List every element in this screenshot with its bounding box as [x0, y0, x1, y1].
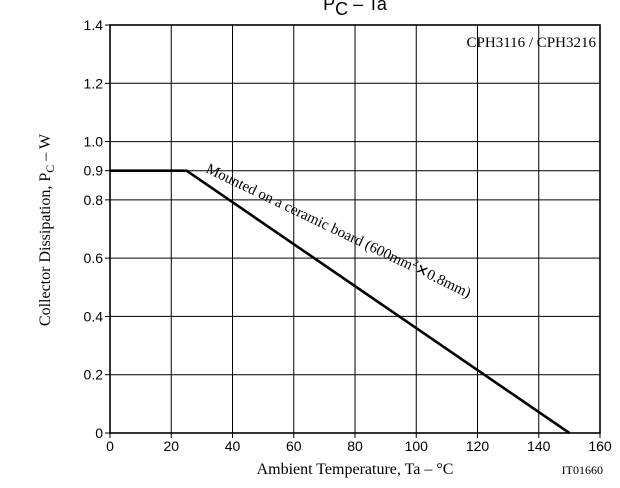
x-tick-label: 100 [405, 438, 429, 454]
y-tick-label: 0.8 [84, 192, 104, 208]
y-tick-label: 1.0 [84, 134, 104, 150]
x-tick-label: 80 [347, 438, 363, 454]
y-tick-label: 0.2 [84, 367, 104, 383]
axis-ticks [105, 24, 601, 438]
y-tick-label: 1.4 [84, 17, 104, 33]
y-tick-label: 0.6 [84, 250, 104, 266]
series-lines [110, 169, 571, 435]
series-annotation: Mounted on a ceramic board (600mm2✕0.8mm… [203, 159, 474, 301]
x-axis-label: Ambient Temperature, Ta – °C [257, 461, 454, 478]
x-tick-label: 140 [527, 438, 551, 454]
grid-lines [110, 25, 600, 433]
y-tick-label: 0.4 [84, 308, 104, 324]
y-axis-label: Collector Dissipation, PC – W [37, 133, 57, 326]
y-tick-labels: 0 0.2 0.4 0.6 0.8 0.9 1.0 1.2 1.4 [84, 17, 104, 441]
x-tick-label: 60 [286, 438, 302, 454]
chart-title: PC – Ta [323, 0, 388, 19]
y-tick-label: 1.2 [84, 75, 104, 91]
part-number-label: CPH3116 / CPH3216 [467, 35, 597, 51]
x-tick-label: 20 [163, 438, 179, 454]
y-tick-label: 0 [95, 425, 103, 441]
y-tick-label: 0.9 [84, 163, 104, 179]
x-tick-label: 40 [225, 438, 241, 454]
x-tick-label: 120 [466, 438, 490, 454]
series-line [110, 169, 571, 435]
figure-code: IT01660 [562, 463, 603, 477]
x-tick-labels: 0 20 40 60 80 100 120 140 160 [106, 438, 612, 454]
x-tick-label: 160 [588, 438, 612, 454]
x-tick-label: 0 [106, 438, 114, 454]
